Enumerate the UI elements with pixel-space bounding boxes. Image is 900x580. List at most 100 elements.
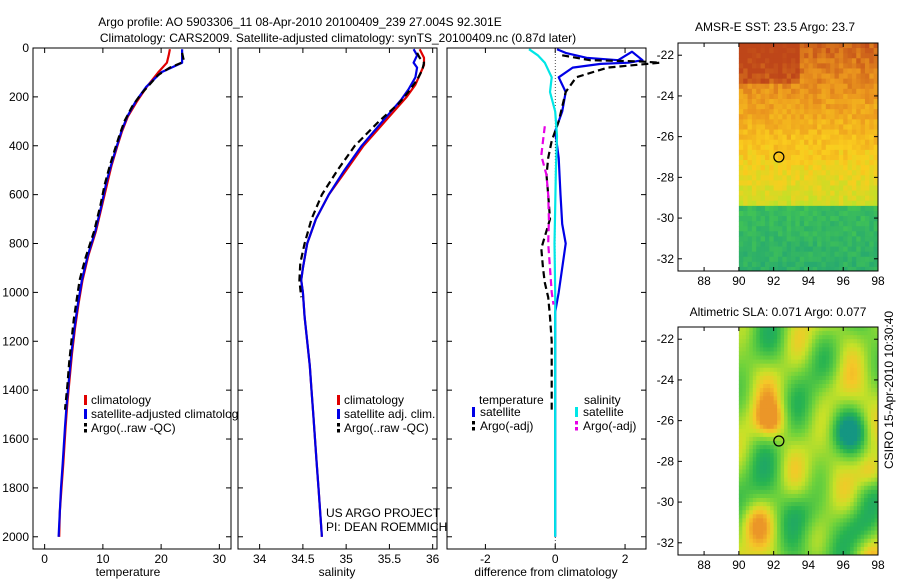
heatmap-cell xyxy=(743,104,748,110)
heatmap-cell xyxy=(821,144,827,151)
heatmap-cell xyxy=(738,542,743,548)
heatmap-cell xyxy=(864,534,868,540)
heatmap-cell xyxy=(784,351,788,356)
y-tick-label: -30 xyxy=(657,495,675,509)
heatmap-cell xyxy=(782,180,788,186)
temperature-legend: climatology satellite-adjusted climatolo… xyxy=(84,393,238,435)
heatmap-cell xyxy=(838,190,844,197)
heatmap-cell xyxy=(738,104,744,110)
heatmap-cell xyxy=(791,170,796,176)
x-tick-label: 94 xyxy=(802,558,816,572)
heatmap-cell xyxy=(846,493,851,499)
heatmap-cell xyxy=(864,43,870,49)
heatmap-cell xyxy=(798,518,802,523)
heatmap-cell xyxy=(763,538,768,544)
heatmap-cell xyxy=(764,246,770,253)
y-tick-label: 800 xyxy=(9,237,29,251)
heatmap-cell xyxy=(791,530,795,536)
heatmap-cell xyxy=(770,453,775,458)
heatmap-cell xyxy=(864,144,870,151)
heatmap-cell xyxy=(801,461,806,466)
heatmap-cell xyxy=(745,384,750,389)
heatmap-cell xyxy=(829,502,834,507)
heatmap-cell xyxy=(773,481,778,487)
heatmap-cell xyxy=(830,139,835,146)
heatmap-cell xyxy=(777,408,782,413)
heatmap-cell xyxy=(838,88,844,95)
heatmap-cell xyxy=(815,514,820,519)
heatmap-cell xyxy=(764,93,770,100)
heatmap-cell xyxy=(857,510,862,515)
heatmap-cell xyxy=(871,384,875,389)
heatmap-cell xyxy=(773,43,779,49)
heatmap-cell xyxy=(815,498,820,503)
heatmap-cell xyxy=(853,347,858,352)
heatmap-cell xyxy=(766,453,771,458)
heatmap-cell xyxy=(821,68,827,74)
heatmap-cell xyxy=(853,404,858,409)
heatmap-cell xyxy=(808,502,813,507)
heatmap-cell xyxy=(795,175,801,181)
heatmap-cell xyxy=(853,489,858,495)
heatmap-cell xyxy=(864,109,870,115)
heatmap-cell xyxy=(873,210,878,217)
heatmap-cell xyxy=(749,420,754,426)
heatmap-cell xyxy=(871,477,875,483)
heatmap-cell xyxy=(843,473,848,479)
heatmap-cell xyxy=(804,445,809,450)
heatmap-cell xyxy=(784,550,788,555)
heatmap-cell xyxy=(832,355,837,360)
heatmap-cell xyxy=(787,347,792,352)
heatmap-cell xyxy=(864,404,868,409)
heatmap-cell xyxy=(777,371,782,377)
heatmap-cell xyxy=(801,522,806,527)
heatmap-cell xyxy=(832,489,837,495)
heatmap-cell xyxy=(799,185,805,191)
heatmap-cell xyxy=(838,83,844,90)
heatmap-cell xyxy=(759,457,764,462)
heatmap-cell xyxy=(838,53,844,59)
heatmap-cell xyxy=(770,408,775,413)
heatmap-cell xyxy=(815,335,820,340)
heatmap-cell xyxy=(743,48,748,54)
heatmap-cell xyxy=(770,379,775,385)
heatmap-cell xyxy=(742,481,747,487)
heatmap-cell xyxy=(787,445,792,450)
heatmap-cell xyxy=(839,538,844,544)
heatmap-cell xyxy=(847,246,853,253)
heatmap-cell xyxy=(830,165,835,171)
heatmap-cell xyxy=(836,461,841,466)
heatmap-cell xyxy=(818,388,823,393)
heatmap-cell xyxy=(786,210,792,217)
heatmap-cell xyxy=(821,98,827,105)
heatmap-cell xyxy=(742,534,747,540)
heatmap-cell xyxy=(773,139,779,146)
heatmap-cell xyxy=(752,550,757,555)
heatmap-cell xyxy=(829,534,834,540)
heatmap-cell xyxy=(801,550,806,555)
heatmap-cell xyxy=(801,538,806,544)
heatmap-cell xyxy=(745,420,750,426)
heatmap-cell xyxy=(782,165,788,171)
heatmap-cell xyxy=(857,457,862,462)
heatmap-cell xyxy=(843,78,848,85)
heatmap-cell xyxy=(830,119,835,125)
heatmap-cell xyxy=(811,384,816,389)
heatmap-cell xyxy=(873,241,878,247)
heatmap-cell xyxy=(860,53,866,59)
heatmap-cell xyxy=(799,251,805,258)
heatmap-cell xyxy=(860,154,866,161)
heatmap-cell xyxy=(857,453,862,458)
heatmap-cell xyxy=(821,88,827,95)
legend-temp-argo-label: Argo(-adj) xyxy=(480,419,533,433)
heatmap-cell xyxy=(843,190,848,197)
heatmap-cell xyxy=(778,266,783,271)
heatmap-cell xyxy=(801,424,806,430)
heatmap-cell xyxy=(799,160,805,166)
heatmap-cell xyxy=(851,170,857,176)
heatmap-cell xyxy=(822,424,827,430)
heatmap-cell xyxy=(864,335,868,340)
heatmap-cell xyxy=(773,371,778,377)
heatmap-cell xyxy=(864,246,870,253)
heatmap-cell xyxy=(864,190,870,197)
